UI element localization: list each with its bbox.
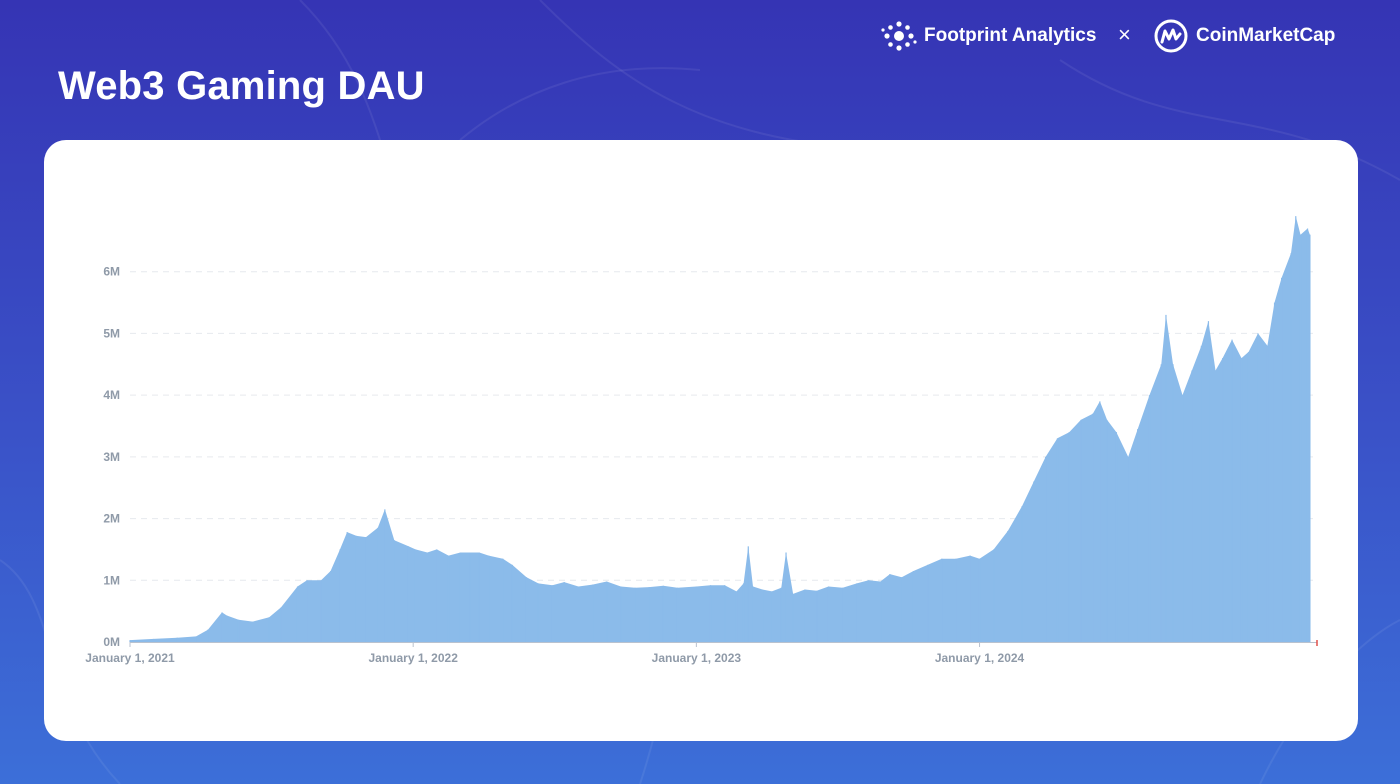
x-tick-label: January 1, 2022 [368, 651, 458, 665]
y-tick-label: 2M [103, 512, 120, 526]
y-tick-label: 0M [103, 635, 120, 649]
y-tick-label: 5M [103, 326, 120, 340]
dau-series-area [130, 216, 1310, 642]
page-title: Web3 Gaming DAU [58, 64, 425, 108]
dau-chart: 0M 1M 2M 3M 4M 5M 6M January 1, 2021 January 1, … [85, 216, 1318, 665]
partnership-separator: × [1118, 22, 1131, 47]
footprint-analytics-name: Footprint Analytics [924, 25, 1097, 46]
x-tick-label: January 1, 2021 [85, 651, 175, 665]
y-tick-label: 6M [103, 265, 120, 279]
chart-card: 0M 1M 2M 3M 4M 5M 6M January 1, 2021 January 1, … [44, 140, 1358, 741]
x-tick-label: January 1, 2024 [935, 651, 1025, 665]
footprint-flower-icon [881, 21, 917, 51]
footprint-analytics-logo: Footprint Analytics [880, 16, 1096, 56]
coinmarketcap-name: CoinMarketCap [1196, 25, 1336, 46]
coinmarketcap-icon [1154, 19, 1188, 53]
coinmarketcap-logo: CoinMarketCap [1152, 16, 1335, 56]
y-tick-label: 3M [103, 450, 120, 464]
y-tick-label: 4M [103, 388, 120, 402]
x-tick-label: January 1, 2023 [652, 651, 742, 665]
y-tick-label: 1M [103, 573, 120, 587]
